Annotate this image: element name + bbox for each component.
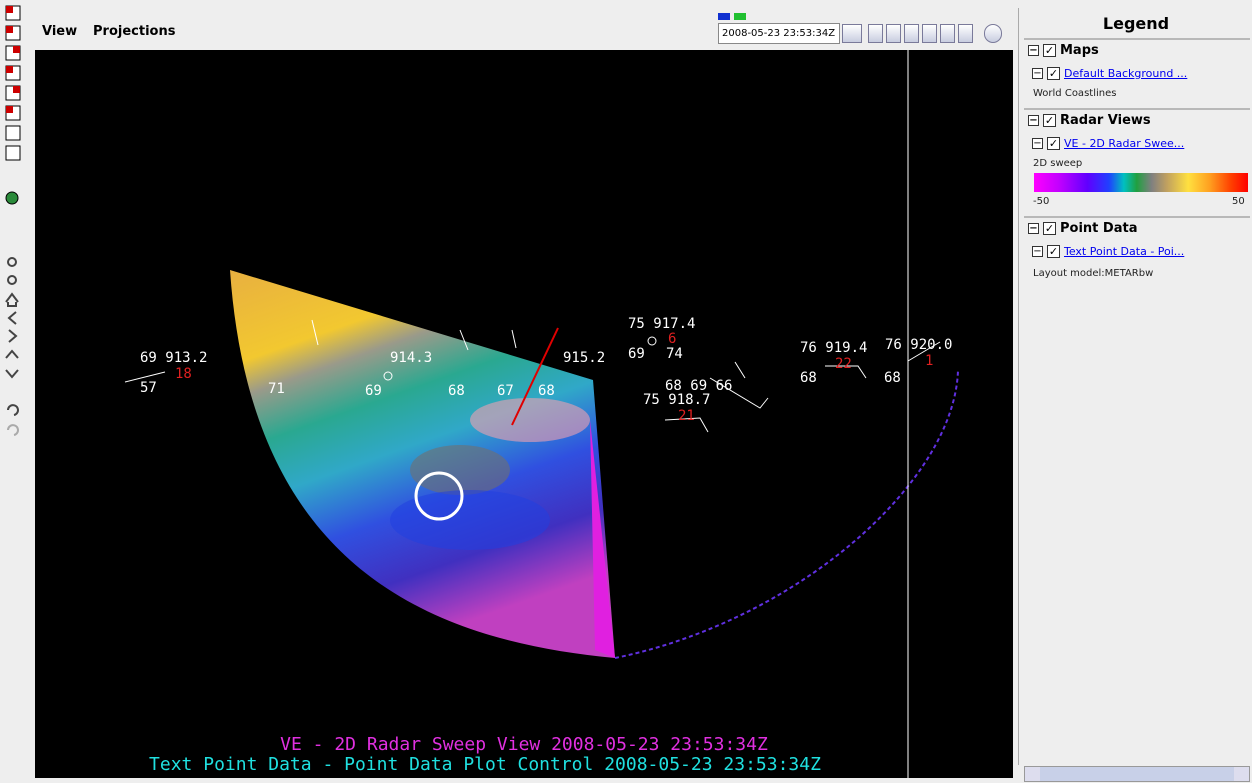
station-label: 75 917.4 xyxy=(628,316,695,332)
station-label: 18 xyxy=(175,366,192,382)
anim-step[interactable] xyxy=(958,24,973,43)
layer-link[interactable]: Default Background ... xyxy=(1064,67,1188,80)
group-name: Maps xyxy=(1060,42,1099,58)
range-ring xyxy=(614,369,959,659)
station-label: 915.2 xyxy=(563,350,605,366)
station-label: 68 xyxy=(800,370,817,386)
group-header[interactable]: − ✓ Point Data xyxy=(1028,220,1138,236)
anim-last[interactable] xyxy=(940,24,955,43)
indicator xyxy=(734,13,746,20)
station-label: 67 xyxy=(497,383,514,399)
indicator xyxy=(718,13,730,20)
station-marker xyxy=(647,336,657,346)
separator xyxy=(1024,38,1250,40)
time-dropdown[interactable] xyxy=(842,24,862,43)
anim-first[interactable] xyxy=(868,24,883,43)
pan-left[interactable] xyxy=(7,311,17,325)
group-name: Radar Views xyxy=(1060,112,1151,128)
station-label: 68 xyxy=(884,370,901,386)
rotate[interactable] xyxy=(7,404,19,416)
caption: Text Point Data - Point Data Plot Contro… xyxy=(149,754,821,775)
layer-row[interactable]: − ✓ Text Point Data - Poi... xyxy=(1032,245,1185,258)
group-name: Point Data xyxy=(1060,220,1138,236)
station-label: 21 xyxy=(678,408,695,424)
pan-up[interactable] xyxy=(5,349,19,359)
color-scale xyxy=(1034,173,1248,192)
scale-max: 50 xyxy=(1232,196,1245,207)
station-label: 57 xyxy=(140,380,157,396)
zoom-in[interactable] xyxy=(7,257,17,267)
scroll-thumb[interactable] xyxy=(1040,767,1234,781)
radar-echo xyxy=(390,490,550,550)
layer-detail: 2D sweep xyxy=(1033,158,1083,169)
home[interactable] xyxy=(5,292,19,307)
radar-sweep xyxy=(590,420,615,658)
menu-view[interactable]: View xyxy=(42,24,78,39)
rotate-disabled xyxy=(7,424,19,436)
station-label: 22 xyxy=(835,356,852,372)
station-label: 914.3 xyxy=(390,350,432,366)
scale-min: -50 xyxy=(1033,196,1050,207)
station-plots: 69 913.2 57 18 75 917.46 69 74 76 919.422 68 76 … xyxy=(140,316,952,424)
view-button[interactable] xyxy=(5,145,21,161)
group-header[interactable]: − ✓ Maps xyxy=(1028,42,1099,58)
layer-detail: World Coastlines xyxy=(1033,88,1117,99)
anim-prev[interactable] xyxy=(886,24,901,43)
anim-next[interactable] xyxy=(922,24,937,43)
layer-row[interactable]: − ✓ VE - 2D Radar Swee... xyxy=(1032,137,1185,150)
globe-button[interactable] xyxy=(5,191,19,205)
station-label: 1 xyxy=(925,353,933,369)
pan-down[interactable] xyxy=(5,369,19,379)
anim-settings[interactable] xyxy=(984,24,1002,43)
map-view[interactable]: 69 913.2 57 18 75 917.46 69 74 76 919.422 68 76 … xyxy=(35,50,1013,778)
station-marker xyxy=(383,371,393,381)
separator xyxy=(1024,216,1250,218)
layer-link[interactable]: VE - 2D Radar Swee... xyxy=(1064,137,1185,150)
station-label: 75 918.7 xyxy=(643,392,710,408)
station-label: 69 xyxy=(628,346,645,362)
station-label: 69 xyxy=(365,383,382,399)
radar-echo xyxy=(470,398,590,442)
layer-detail: Layout model:METARbw xyxy=(1033,268,1154,279)
pan-right[interactable] xyxy=(8,329,18,343)
transect xyxy=(511,327,559,426)
view-button[interactable] xyxy=(5,125,21,141)
menu-projections[interactable]: Projections xyxy=(93,24,176,39)
caption: VE - 2D Radar Sweep View 2008-05-23 23:5… xyxy=(280,734,768,755)
station-label: 68 xyxy=(538,383,555,399)
legend-title: Legend xyxy=(1102,14,1170,33)
anim-play[interactable] xyxy=(904,24,919,43)
station-label: 68 xyxy=(448,383,465,399)
layer-link[interactable]: Text Point Data - Poi... xyxy=(1064,245,1185,258)
wind-barbs xyxy=(124,319,941,433)
station-label: 69 913.2 xyxy=(140,350,207,366)
layer-row[interactable]: − ✓ Default Background ... xyxy=(1032,67,1188,80)
station-label: 68 69 66 xyxy=(665,378,732,394)
station-label: 76 920.0 xyxy=(885,337,952,353)
zoom-out[interactable] xyxy=(7,275,17,285)
time-selector[interactable]: 2008-05-23 23:53:34Z xyxy=(718,23,840,44)
station-label: 71 xyxy=(268,381,285,397)
station-label: 74 xyxy=(666,346,683,362)
station-label: 6 xyxy=(668,331,676,347)
legend-panel xyxy=(1018,8,1252,765)
toolbar xyxy=(0,0,34,783)
group-header[interactable]: − ✓ Radar Views xyxy=(1028,112,1151,128)
marker-circle xyxy=(414,471,464,521)
separator xyxy=(1024,108,1250,110)
station-label: 76 919.4 xyxy=(800,340,867,356)
radar-echo xyxy=(410,445,510,495)
